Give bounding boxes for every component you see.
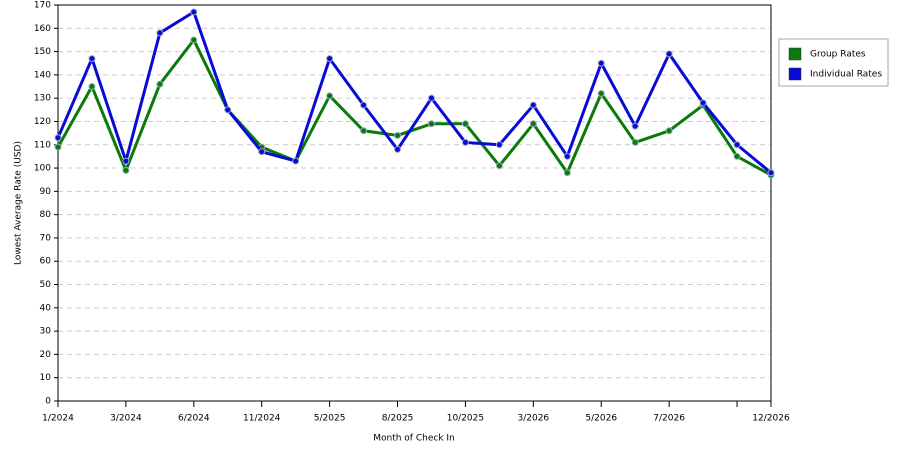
data-point <box>88 55 96 63</box>
data-point <box>665 50 673 58</box>
y-tick-label: 140 <box>34 70 51 80</box>
series-line <box>56 38 772 177</box>
x-tick-label: 12/2026 <box>752 414 790 424</box>
data-point <box>190 8 198 16</box>
x-tick-label: 3/2024 <box>110 414 142 424</box>
x-tick-label: 3/2026 <box>517 414 549 424</box>
data-point <box>427 94 435 102</box>
data-point <box>631 122 639 130</box>
x-tick-label: 10/2025 <box>447 414 484 424</box>
data-point <box>597 90 605 98</box>
data-point <box>292 157 300 165</box>
data-point <box>699 99 707 107</box>
data-point <box>156 80 164 88</box>
data-point <box>326 55 334 63</box>
series-line <box>56 10 772 174</box>
data-point <box>461 138 469 146</box>
data-point <box>88 83 96 91</box>
y-tick-label: 100 <box>34 164 51 174</box>
y-tick-label: 60 <box>40 257 52 267</box>
data-point <box>258 148 266 156</box>
data-point <box>156 29 164 37</box>
legend-swatch <box>788 47 802 61</box>
legend-label: Group Rates <box>810 50 866 60</box>
y-tick-label: 120 <box>34 117 51 127</box>
data-point <box>631 138 639 146</box>
data-point <box>224 106 232 114</box>
data-point <box>665 127 673 135</box>
data-point <box>563 169 571 177</box>
x-tick-label: 7/2026 <box>653 414 685 424</box>
data-point <box>597 59 605 67</box>
x-tick-label: 5/2025 <box>314 414 346 424</box>
y-tick-label: 90 <box>40 187 52 197</box>
data-point <box>326 92 334 100</box>
data-point <box>563 152 571 160</box>
y-tick-label: 160 <box>34 24 51 34</box>
data-point <box>733 141 741 149</box>
y-tick-label: 20 <box>40 350 52 360</box>
y-tick-label: 50 <box>40 280 52 290</box>
x-tick-label: 6/2024 <box>178 414 210 424</box>
data-point <box>54 134 62 142</box>
data-point <box>190 36 198 44</box>
data-point <box>495 162 503 170</box>
y-tick-label: 170 <box>34 1 51 11</box>
legend-swatch <box>788 67 802 81</box>
x-tick-label: 11/2024 <box>243 414 281 424</box>
legend-label: Individual Rates <box>810 70 882 80</box>
data-point <box>122 157 130 165</box>
y-tick-label: 0 <box>45 397 51 407</box>
data-point <box>54 143 62 151</box>
data-point <box>394 145 402 153</box>
data-point <box>122 166 130 174</box>
y-tick-label: 110 <box>34 140 51 150</box>
data-point <box>529 120 537 128</box>
data-point <box>529 101 537 109</box>
x-tick-label: 5/2026 <box>585 414 617 424</box>
data-point <box>427 120 435 128</box>
x-tick-label: 1/2024 <box>42 414 74 424</box>
data-point <box>461 120 469 128</box>
y-tick-label: 10 <box>40 373 52 383</box>
y-tick-label: 70 <box>40 233 52 243</box>
data-point <box>360 101 368 109</box>
y-tick-label: 30 <box>40 327 52 337</box>
data-point <box>360 127 368 135</box>
y-axis-title: Lowest Average Rate (USD) <box>14 141 24 265</box>
y-tick-label: 130 <box>34 94 51 104</box>
plot-frame <box>57 4 772 402</box>
y-tick-label: 150 <box>34 47 51 57</box>
x-axis-title: Month of Check In <box>373 434 455 444</box>
x-tick-label: 8/2025 <box>382 414 414 424</box>
data-point <box>495 141 503 149</box>
data-point <box>733 152 741 160</box>
data-point <box>394 131 402 139</box>
data-point <box>767 169 775 177</box>
y-tick-label: 80 <box>40 210 52 220</box>
y-tick-label: 40 <box>40 303 52 313</box>
